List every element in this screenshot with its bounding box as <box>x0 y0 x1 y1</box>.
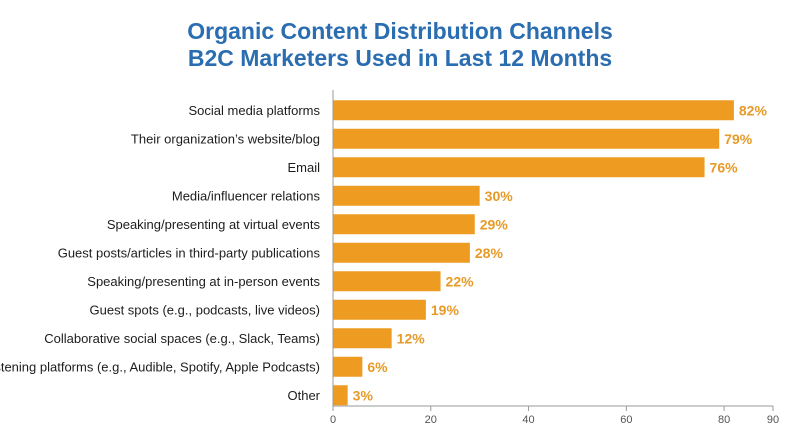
x-tick-label: 90 <box>767 414 779 426</box>
value-label: 22% <box>446 273 475 289</box>
chart-subtitle: B2C Marketers Used in Last 12 Months <box>187 45 613 71</box>
bar <box>333 356 363 377</box>
category-label: Other <box>287 388 320 403</box>
bar <box>333 185 480 206</box>
x-tick-label: 40 <box>522 414 534 426</box>
value-label: 28% <box>475 245 504 261</box>
bar <box>333 299 426 320</box>
category-label: Guest spots (e.g., podcasts, live videos… <box>90 302 321 317</box>
bar <box>333 271 441 292</box>
value-label: 6% <box>367 359 388 375</box>
x-tick-label: 20 <box>425 414 437 426</box>
chart-title: Organic Content Distribution Channels B2… <box>0 18 800 72</box>
value-label: 19% <box>431 302 460 318</box>
value-label: 3% <box>353 387 374 403</box>
value-label: 12% <box>397 330 426 346</box>
value-label: 76% <box>710 159 739 175</box>
value-label: 82% <box>739 102 768 118</box>
category-label: Speaking/presenting at virtual events <box>107 217 321 232</box>
category-label: Guest posts/articles in third-party publ… <box>58 245 321 260</box>
category-label: Their organization’s website/blog <box>131 131 320 146</box>
category-label: Speaking/presenting at in-person events <box>87 274 320 289</box>
chart-title-line1: Organic Content Distribution Channels <box>187 18 613 44</box>
category-label: Media/influencer relations <box>172 188 321 203</box>
x-axis: 0 20 40 60 80 90 <box>330 90 779 426</box>
category-label: Collaborative social spaces (e.g., Slack… <box>44 331 320 346</box>
bar <box>333 328 392 349</box>
bar <box>333 100 734 121</box>
value-label: 79% <box>724 131 753 147</box>
value-label-group: 82% 79% 76% 30% 29% 28%22% 19% 12% 6% 3% <box>353 102 768 403</box>
x-tick-label: 60 <box>620 414 632 426</box>
x-tick-label: 0 <box>330 414 336 426</box>
bar <box>333 242 470 263</box>
category-label-group: Social media platforms Their organization… <box>0 103 321 403</box>
bar <box>333 128 720 149</box>
bar <box>333 214 475 235</box>
value-label: 30% <box>485 188 514 204</box>
category-label: Email <box>287 160 320 175</box>
value-label: 29% <box>480 216 509 232</box>
category-label: Social media platforms <box>189 103 321 118</box>
bar-group <box>333 100 734 406</box>
bar <box>333 157 705 178</box>
category-label: Listening platforms (e.g., Audible, Spot… <box>0 359 320 374</box>
x-tick-label: 80 <box>718 414 730 426</box>
bar <box>333 385 348 406</box>
